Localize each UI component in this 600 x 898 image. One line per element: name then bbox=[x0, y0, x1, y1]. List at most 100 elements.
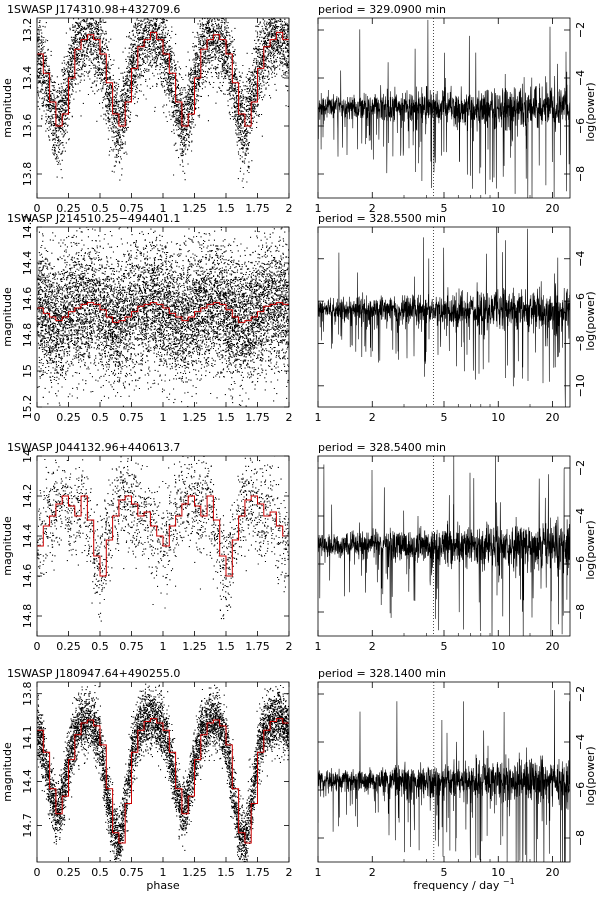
x-tick-label: 20 bbox=[546, 640, 560, 653]
y-tick-label: 15.2 bbox=[21, 395, 34, 420]
y-tick-label: −6 bbox=[574, 118, 587, 134]
x-tick-label: 20 bbox=[546, 411, 560, 424]
x-tick-label: 0.75 bbox=[119, 202, 144, 215]
y-tick-label: 14.8 bbox=[21, 323, 34, 348]
y-tick-label: −8 bbox=[574, 166, 587, 182]
y-tick-label: −2 bbox=[574, 686, 587, 702]
x-tick-label: 1 bbox=[160, 411, 167, 424]
x-tick-label: 1 bbox=[160, 640, 167, 653]
y-tick-label: 15 bbox=[21, 364, 34, 378]
y-tick-label: 14.4 bbox=[21, 524, 34, 549]
x-axis-title-text: frequency / day bbox=[413, 879, 503, 892]
y-axis-title: magnitude bbox=[1, 287, 14, 347]
panel-title: period = 328.5400 min bbox=[318, 441, 446, 454]
y-tick-label: −6 bbox=[574, 556, 587, 572]
periodogram-panel-3: 1 2 5 10 20 −2 −4 −6 −8 log(power) period = 328.54… bbox=[315, 441, 598, 653]
x-tick-label: 1.5 bbox=[217, 411, 235, 424]
light-curve-panel-4: 0 0.25 0.5 0.75 1 1.25 1.5 1.75 2 13.8 14.1 14.4 14.… bbox=[1, 667, 293, 892]
y-tick-label: −10 bbox=[574, 374, 587, 397]
x-tick-label: 0.75 bbox=[119, 866, 144, 879]
x-tick-label: 5 bbox=[441, 202, 448, 215]
x-tick-label: 1 bbox=[160, 202, 167, 215]
periodogram-panel-1: 1 2 5 10 20 −2 −4 −6 −8 log(power) period = 329.09… bbox=[315, 3, 598, 215]
y-tick-label: 13.8 bbox=[21, 681, 34, 706]
x-tick-label: 0 bbox=[34, 866, 41, 879]
power-spectrum-line bbox=[318, 227, 570, 407]
x-axis-title: frequency / day −1 bbox=[413, 877, 514, 892]
y-axis-title: magnitude bbox=[1, 516, 14, 576]
y-tick-label: −8 bbox=[574, 335, 587, 351]
scatter-points bbox=[37, 18, 289, 189]
y-tick-label: −6 bbox=[574, 782, 587, 798]
x-tick-label: 1.25 bbox=[182, 866, 207, 879]
binned-mean-line bbox=[37, 31, 289, 127]
periodogram-panel-4: 1 2 5 10 20 −2 −4 −6 −8 log(power) period = 328.14… bbox=[315, 667, 598, 892]
x-tick-label: 1.25 bbox=[182, 202, 207, 215]
y-tick-label: 14.6 bbox=[21, 564, 34, 589]
y-axis-title: log(power) bbox=[584, 291, 597, 350]
power-spectrum-line bbox=[318, 456, 570, 636]
x-tick-label: 1.75 bbox=[245, 202, 270, 215]
y-tick-label: 14.4 bbox=[21, 251, 34, 276]
scatter-points bbox=[37, 683, 289, 862]
x-tick-label: 5 bbox=[441, 411, 448, 424]
x-tick-label: 1.25 bbox=[182, 411, 207, 424]
x-tick-label: 0.25 bbox=[56, 640, 81, 653]
x-tick-label: 0.5 bbox=[91, 411, 109, 424]
x-tick-label: 20 bbox=[546, 202, 560, 215]
x-tick-label: 1 bbox=[315, 866, 322, 879]
x-tick-label: 1 bbox=[160, 866, 167, 879]
x-tick-label: 1 bbox=[315, 411, 322, 424]
y-axis-title: log(power) bbox=[584, 746, 597, 805]
x-tick-label: 1.75 bbox=[245, 640, 270, 653]
y-tick-label: −8 bbox=[574, 604, 587, 620]
x-tick-label: 2 bbox=[369, 202, 376, 215]
binned-mean-line bbox=[37, 495, 289, 577]
y-tick-label: 14.6 bbox=[21, 287, 34, 312]
x-tick-label: 1.5 bbox=[217, 866, 235, 879]
scatter-points bbox=[37, 456, 289, 622]
x-tick-label: 1 bbox=[315, 640, 322, 653]
light-curve-panel-3: 0 0.25 0.5 0.75 1 1.25 1.5 1.75 2 14 14.2 14.4 14.6 1… bbox=[1, 441, 293, 653]
y-tick-label: −2 bbox=[574, 22, 587, 38]
x-tick-label: 0.25 bbox=[56, 202, 81, 215]
x-tick-label: 0 bbox=[34, 640, 41, 653]
y-tick-label: −4 bbox=[574, 508, 587, 524]
panel-title: period = 329.0900 min bbox=[318, 3, 446, 16]
x-tick-label: 10 bbox=[491, 640, 505, 653]
light-curve-panel-2: 0 0.25 0.5 0.75 1 1.25 1.5 1.75 2 14.2 14.4 14.6 14.… bbox=[1, 212, 293, 424]
y-tick-label: 14.1 bbox=[21, 725, 34, 750]
x-tick-label: 1.75 bbox=[245, 866, 270, 879]
x-tick-label: 1.25 bbox=[182, 640, 207, 653]
x-tick-label: 1.5 bbox=[217, 202, 235, 215]
x-tick-label: 2 bbox=[369, 866, 376, 879]
y-tick-label: 14.2 bbox=[21, 215, 34, 240]
scatter-points bbox=[37, 227, 289, 407]
x-tick-label: 0.25 bbox=[56, 411, 81, 424]
x-tick-label: 2 bbox=[286, 411, 293, 424]
x-tick-label: 10 bbox=[491, 202, 505, 215]
x-axis-title-superscript: −1 bbox=[503, 877, 515, 886]
y-tick-label: 14.7 bbox=[21, 813, 34, 838]
light-curve-panel-1: 0 0.25 0.5 0.75 1 1.25 1.5 1.75 2 13.2 13.4 13.6 13.… bbox=[1, 3, 293, 215]
x-tick-label: 0.25 bbox=[56, 866, 81, 879]
y-tick-label: 14.4 bbox=[21, 769, 34, 794]
y-tick-label: −4 bbox=[574, 734, 587, 750]
panel-title: 1SWASP J180947.64+490255.0 bbox=[7, 667, 180, 680]
x-tick-label: 2 bbox=[286, 866, 293, 879]
x-tick-label: 1 bbox=[315, 202, 322, 215]
y-tick-label: 14.8 bbox=[21, 604, 34, 629]
x-tick-label: 2 bbox=[286, 202, 293, 215]
panel-title: 1SWASP J214510.25−494401.1 bbox=[7, 212, 180, 225]
y-tick-label: 13.6 bbox=[21, 114, 34, 139]
y-axis-title: log(power) bbox=[584, 520, 597, 579]
y-tick-label: −4 bbox=[574, 251, 587, 267]
x-tick-label: 0.5 bbox=[91, 866, 109, 879]
y-tick-label: 13.2 bbox=[21, 18, 34, 43]
y-axis-title: magnitude bbox=[1, 78, 14, 138]
y-axis-title: log(power) bbox=[584, 82, 597, 141]
x-tick-label: 0.5 bbox=[91, 202, 109, 215]
x-tick-label: 10 bbox=[491, 411, 505, 424]
binned-mean-line bbox=[37, 302, 289, 323]
